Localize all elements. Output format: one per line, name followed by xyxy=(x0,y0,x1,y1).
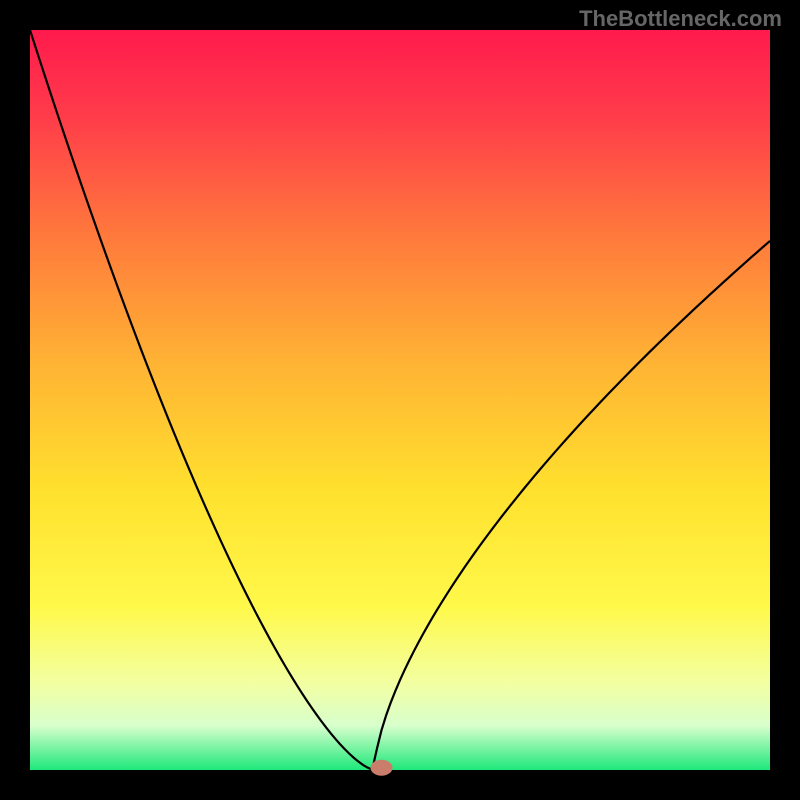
minimum-marker xyxy=(371,760,393,776)
watermark-text: TheBottleneck.com xyxy=(579,6,782,32)
bottleneck-chart xyxy=(0,0,800,800)
plot-background xyxy=(30,30,770,770)
chart-container: TheBottleneck.com xyxy=(0,0,800,800)
